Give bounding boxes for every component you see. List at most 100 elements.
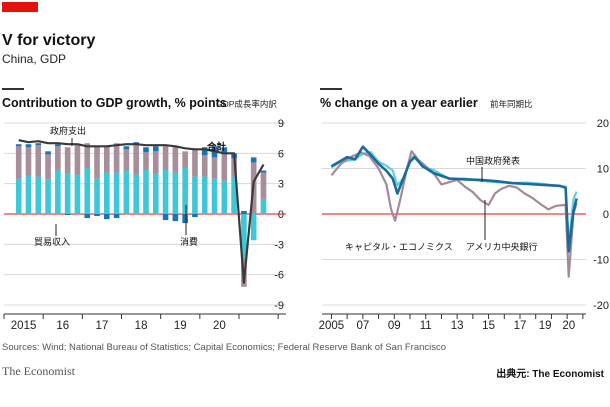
annotation-government: 政府支出 [50,125,86,136]
bar-segment [74,145,81,175]
accent-bar [2,2,38,12]
bar-segment [113,214,120,219]
bar-segment [25,147,32,176]
bar-segment [64,147,71,174]
x-tick-label: 17 [514,320,527,332]
economist-logo: The Economist [2,364,75,378]
y-tick-label: 3 [278,179,284,191]
bar-segment [172,147,179,173]
x-tick-label: 13 [451,320,464,332]
annotation-trade: 貿易収入 [34,236,70,247]
bar-segment [94,214,100,217]
bar-segment [192,176,198,214]
x-tick-label: 19 [174,320,187,332]
bar-segment [15,146,22,179]
bar-segment [260,172,267,199]
bar-segment [55,144,61,147]
bar-segment [231,176,237,214]
y-tick-label: 0 [278,209,284,221]
annotation-frbsf: アメリカ中央銀行 [466,241,538,252]
bar-segment [221,154,228,181]
bar-segment [123,170,130,214]
bar-segment [172,172,179,214]
bar-segment [113,172,120,214]
y-tick-label: 10 [597,164,609,176]
bar-segment [35,176,42,214]
bar-segment [201,176,208,214]
chart-subtitle: China, GDP [2,52,67,66]
bar-segment [162,214,169,221]
bar-segment [64,173,71,214]
bar-segment [45,179,51,214]
y-tick-label: 20 [597,118,609,130]
y-tick-label: -3 [274,239,284,251]
y-tick-label: -6 [274,270,284,282]
annotation-consumption: 消費 [180,236,198,247]
bar-segment [201,155,208,177]
bar-segment [84,214,91,219]
y-tick-label: 9 [278,118,284,130]
x-tick-label: 18 [135,320,148,332]
bar-segment [182,151,188,168]
bar-segment [45,154,51,180]
chart-title: V for victory [2,32,96,49]
bar-segment [74,174,81,214]
bar-segment [104,172,110,214]
bar-segment [25,144,32,148]
left-panel-title-jp: GDP成長率内訳 [216,99,277,109]
bar-segment [35,145,42,177]
bar-segment [133,145,139,175]
bar-segment [241,214,247,259]
y-tick-label: -9 [274,300,284,312]
bar-segment [123,149,130,171]
bar-segment [15,178,22,214]
bar-segment [162,146,169,170]
bar-segment [94,146,100,179]
right-panel-rule [320,88,342,90]
bar-segment [143,147,149,153]
bar-segment [152,146,159,152]
annotation-total: 合計 [207,141,227,153]
bar-segment [55,146,61,171]
x-tick-label: 2015 [11,320,37,332]
bar-segment [152,173,159,214]
bar-segment [123,146,130,150]
annotation-official: 中国政府発表 [466,155,520,166]
x-tick-label: 15 [482,320,495,332]
bar-segment [221,180,228,214]
bar-segment [104,214,110,220]
y-tick-label: 6 [278,148,284,160]
bar-segment [94,178,100,214]
left-panel-title: Contribution to GDP growth, % points [2,96,227,110]
bar-segment [241,210,247,214]
bar-segment [35,143,42,146]
y-tick-label: -10 [593,255,609,267]
right-panel-title: % change on a year earlier [320,96,478,110]
x-tick-label: 20 [562,320,575,332]
x-tick-label: 11 [420,320,432,332]
x-tick-label: 17 [96,320,109,332]
bar-segment [260,170,267,173]
bar-segment [211,178,218,214]
credit-text: 出典元: The Economist [496,369,604,380]
bar-segment [104,146,110,173]
x-tick-label: 09 [388,320,401,332]
bar-segment [64,214,71,216]
bar-segment [192,148,198,177]
left-panel-rule [2,88,24,90]
x-tick-label: 20 [213,320,226,332]
bar-segment [182,167,188,214]
series-line [330,151,578,246]
bar-segment [15,144,22,147]
bar-segment [162,169,169,214]
bar-segment [250,157,257,163]
bar-segment [113,143,120,173]
y-tick-label: 0 [603,209,609,221]
x-tick-label: 07 [356,320,369,332]
bar-segment [172,214,179,222]
bar-segment [152,151,159,174]
source-note: Sources: Wind; National Bureau of Statis… [2,342,447,353]
series-line [330,145,578,253]
